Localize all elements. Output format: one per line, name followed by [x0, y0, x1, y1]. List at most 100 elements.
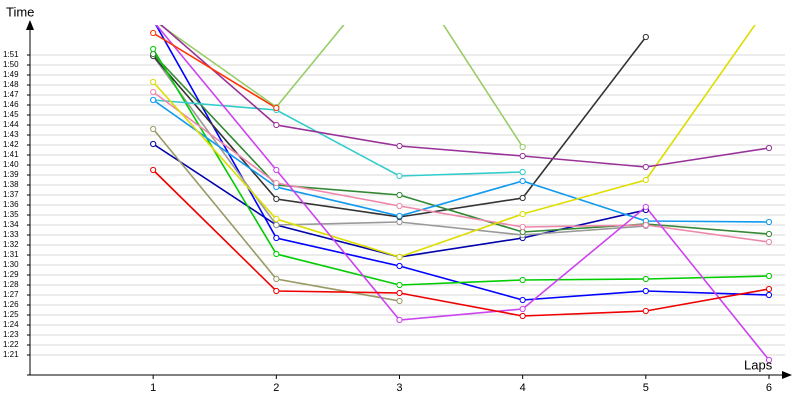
x-tick-label: 5 — [643, 382, 649, 394]
y-tick-label: 1:44 — [3, 120, 19, 129]
data-point — [396, 253, 403, 261]
y-tick-label: 1:29 — [3, 270, 19, 279]
data-point — [396, 262, 403, 270]
series-line — [160, 25, 770, 168]
y-tick-label: 1:23 — [3, 330, 19, 339]
y-tick-label: 1:35 — [3, 210, 19, 219]
data-point — [396, 218, 403, 226]
data-point — [273, 104, 280, 112]
plot-area — [150, 2, 773, 364]
y-tick-label: 1:30 — [3, 260, 19, 269]
series-line — [153, 99, 523, 177]
data-point — [273, 166, 280, 174]
data-point — [519, 276, 526, 284]
axes — [26, 20, 792, 379]
data-point — [273, 275, 280, 283]
y-tick-label: 1:22 — [3, 340, 19, 349]
x-tick-label: 2 — [273, 382, 279, 394]
data-point — [150, 45, 157, 53]
series-line — [155, 25, 770, 361]
series-line — [152, 32, 277, 109]
data-point — [642, 307, 649, 315]
data-point — [765, 230, 773, 238]
y-tick-label: 1:31 — [3, 250, 19, 259]
series-line — [152, 25, 756, 258]
data-point — [519, 228, 526, 236]
data-point — [396, 297, 403, 305]
data-point — [642, 275, 649, 283]
series-line — [158, 25, 524, 148]
data-point — [150, 166, 157, 174]
y-tick-label: 1:36 — [3, 200, 19, 209]
data-point — [519, 194, 526, 202]
data-point — [519, 210, 526, 218]
series-line — [152, 91, 770, 243]
data-point — [396, 212, 403, 220]
data-point — [642, 163, 649, 171]
y-tick-label: 1:38 — [3, 180, 19, 189]
data-point — [396, 316, 403, 324]
data-point — [151, 17, 156, 22]
series-line — [152, 36, 647, 218]
y-tick-label: 1:39 — [3, 170, 19, 179]
data-point — [150, 88, 157, 96]
y-tick-label: 1:46 — [3, 100, 19, 109]
data-point — [765, 291, 773, 299]
data-point — [519, 143, 526, 151]
data-point — [766, 2, 771, 7]
data-point — [519, 152, 526, 160]
data-point — [396, 281, 403, 289]
data-point — [642, 176, 649, 184]
series-line — [152, 99, 769, 223]
data-point — [519, 223, 526, 231]
data-point — [765, 218, 773, 226]
y-tick-label: 1:27 — [3, 290, 19, 299]
y-tick-label: 1:48 — [3, 80, 19, 89]
data-point — [396, 202, 403, 210]
data-point — [519, 296, 526, 304]
y-tick-label: 1:37 — [3, 190, 19, 199]
y-tick-label: 1:43 — [3, 130, 19, 139]
y-tick-label: 1:21 — [3, 350, 19, 359]
data-point — [273, 179, 280, 187]
series-line — [152, 48, 770, 286]
data-point — [150, 96, 157, 104]
x-tick-label: 6 — [766, 382, 772, 394]
data-point — [765, 285, 773, 293]
data-point — [150, 50, 157, 58]
y-tick-label: 1:51 — [3, 50, 19, 59]
data-point — [150, 29, 157, 37]
x-axis-arrow — [782, 371, 792, 379]
series-line — [152, 53, 770, 235]
data-point — [519, 177, 526, 185]
y-tick-label: 1:33 — [3, 230, 19, 239]
y-tick-label: 1:49 — [3, 70, 19, 79]
y-tick-label: 1:45 — [3, 110, 19, 119]
series-line — [152, 169, 770, 317]
y-tick-label: 1:40 — [3, 160, 19, 169]
y-tick-label: 1:47 — [3, 90, 19, 99]
data-point — [273, 287, 280, 295]
data-point — [642, 221, 649, 229]
data-point — [396, 172, 403, 180]
data-point — [273, 121, 280, 129]
y-tick-label: 1:41 — [3, 150, 19, 159]
data-point — [765, 272, 773, 280]
data-point — [273, 250, 280, 258]
data-point — [151, 17, 156, 22]
data-point — [396, 142, 403, 150]
data-point — [765, 144, 773, 152]
y-axis-arrow — [26, 20, 34, 30]
x-axis-label: Laps — [744, 357, 773, 372]
data-point — [642, 203, 649, 211]
x-tick-label: 4 — [520, 382, 526, 394]
y-tick-label: 1:50 — [3, 60, 19, 69]
data-point — [642, 287, 649, 295]
y-axis-label: Time — [6, 4, 34, 19]
data-point — [150, 140, 157, 148]
x-tick-label: 1 — [150, 382, 156, 394]
y-tick-label: 1:25 — [3, 310, 19, 319]
data-point — [273, 221, 280, 229]
data-point — [273, 215, 280, 223]
